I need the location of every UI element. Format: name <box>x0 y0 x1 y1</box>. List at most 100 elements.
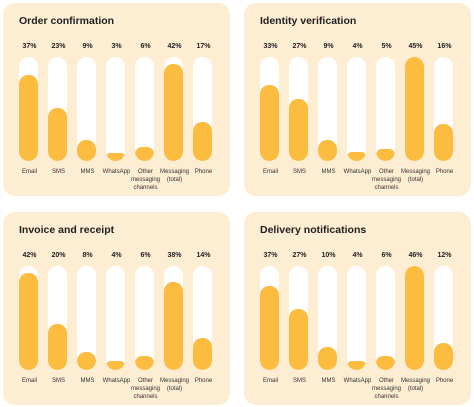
category-label: Other messaging channels <box>371 169 401 191</box>
category-label: WhatsApp <box>102 378 131 384</box>
bar-track <box>19 266 38 370</box>
bar-track <box>347 57 366 161</box>
bar <box>347 361 366 370</box>
bar-track <box>260 266 279 370</box>
bar-track <box>77 57 96 161</box>
category-label: MMS <box>80 378 95 384</box>
bar <box>405 57 424 161</box>
bar <box>106 153 125 161</box>
bar <box>19 75 38 161</box>
bar <box>164 282 183 370</box>
bar-track <box>106 266 125 370</box>
category-label: SMS <box>51 378 65 384</box>
data-label: 9% <box>323 43 334 50</box>
data-label: 16% <box>437 43 452 50</box>
data-label: 14% <box>196 252 211 259</box>
category-label: Phone <box>194 169 213 175</box>
bar-track <box>19 57 38 161</box>
bar-track <box>318 57 337 161</box>
bar-track <box>405 266 424 370</box>
bar-track <box>77 266 96 370</box>
data-label: 10% <box>321 252 336 259</box>
bar <box>376 149 395 161</box>
bar-track <box>135 266 154 370</box>
bar <box>164 64 183 161</box>
bar <box>318 140 337 161</box>
bar-track <box>376 57 395 161</box>
bar <box>260 85 279 161</box>
bar <box>347 152 366 161</box>
category-label: MMS <box>80 169 95 175</box>
chart-title: Invoice and receipt <box>19 224 115 236</box>
category-label: Other messaging channels <box>371 378 401 400</box>
bar <box>48 324 67 370</box>
category-label: Other messaging channels <box>130 169 160 191</box>
bar-track <box>289 57 308 161</box>
bar-track <box>135 57 154 161</box>
chart-title: Delivery notifications <box>260 224 367 236</box>
bar <box>193 122 212 161</box>
bar-track <box>289 266 308 370</box>
data-label: 6% <box>140 252 151 259</box>
category-label: Messaging (total) <box>400 378 430 392</box>
data-label: 20% <box>51 252 66 259</box>
bar-track <box>318 266 337 370</box>
data-label: 27% <box>292 252 307 259</box>
chart-panel-identity-verification: Identity verification 33% Email 27% SMS 9% MM… <box>244 3 471 196</box>
data-label: 45% <box>408 43 423 50</box>
bar-track <box>347 266 366 370</box>
bar <box>405 266 424 370</box>
data-label: 9% <box>82 43 93 50</box>
category-label: Messaging (total) <box>159 378 189 392</box>
data-label: 42% <box>167 43 182 50</box>
bar <box>289 99 308 161</box>
data-label: 12% <box>437 252 452 259</box>
data-label: 6% <box>381 252 392 259</box>
category-label: Phone <box>194 378 213 384</box>
chart-title: Identity verification <box>260 15 357 27</box>
data-label: 6% <box>140 43 151 50</box>
bar-track <box>193 57 212 161</box>
category-label: Messaging (total) <box>400 169 430 183</box>
bar <box>434 343 453 370</box>
category-label: WhatsApp <box>343 378 372 384</box>
bar-track <box>434 57 453 161</box>
data-label: 4% <box>352 43 363 50</box>
bar-track <box>106 57 125 161</box>
category-label: Email <box>262 169 278 175</box>
chart-panel-invoice-and-receipt: Invoice and receipt 42% Email 20% SMS 8% MMS 4… <box>3 212 230 405</box>
bar-track <box>376 266 395 370</box>
data-label: 17% <box>196 43 211 50</box>
bar-track <box>164 266 183 370</box>
category-label: WhatsApp <box>343 169 372 175</box>
bar <box>135 147 154 161</box>
data-label: 37% <box>22 43 37 50</box>
category-label: Email <box>21 169 37 175</box>
data-label: 38% <box>167 252 182 259</box>
category-label: Email <box>262 378 278 384</box>
bar-track <box>164 57 183 161</box>
bar-track <box>48 57 67 161</box>
bar <box>135 356 154 370</box>
data-label: 5% <box>381 43 392 50</box>
bar-track <box>405 57 424 161</box>
data-label: 33% <box>263 43 278 50</box>
bar <box>434 124 453 161</box>
category-label: WhatsApp <box>102 169 131 175</box>
bar <box>106 361 125 370</box>
bar-track <box>193 266 212 370</box>
bar <box>289 309 308 370</box>
chart-title: Order confirmation <box>19 15 115 27</box>
bar <box>48 108 67 161</box>
data-label: 42% <box>22 252 37 259</box>
data-label: 46% <box>408 252 423 259</box>
data-label: 27% <box>292 43 307 50</box>
bar <box>376 356 395 370</box>
category-label: SMS <box>292 169 306 175</box>
bar-track <box>260 57 279 161</box>
data-label: 4% <box>352 252 363 259</box>
bar <box>318 347 337 370</box>
category-label: MMS <box>321 169 336 175</box>
category-label: SMS <box>51 169 65 175</box>
bar <box>77 352 96 370</box>
